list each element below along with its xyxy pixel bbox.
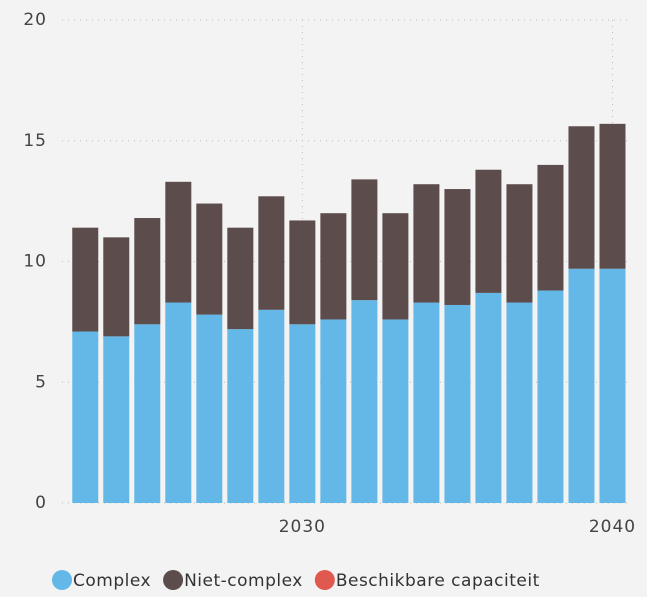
bar-segment — [289, 220, 316, 325]
bar-segment — [196, 314, 223, 503]
bar-segment — [382, 213, 409, 320]
bar-segment — [320, 319, 347, 503]
bar-segment — [134, 324, 161, 503]
legend-swatch — [163, 570, 184, 590]
bar-segment — [568, 126, 595, 269]
bar-segment — [72, 227, 99, 332]
bar-segment — [506, 302, 533, 503]
bar-segment — [258, 309, 285, 503]
x-tick-label: 2040 — [589, 517, 636, 537]
bar-segment — [599, 123, 626, 269]
bar-segment — [320, 213, 347, 320]
bar-segment — [444, 189, 471, 305]
bar-segment — [475, 292, 502, 503]
bar-segment — [103, 237, 130, 337]
bar-segment — [351, 179, 378, 301]
bar-segment — [413, 302, 440, 503]
bar-segment — [475, 169, 502, 293]
legend: Complex Niet-complex Beschikbare capacitei… — [52, 570, 540, 591]
bar-segment — [103, 336, 130, 503]
bar-segment — [165, 302, 192, 503]
bar-segment — [506, 184, 533, 303]
y-tick-label: 10 — [23, 252, 47, 272]
legend-swatch — [52, 570, 72, 590]
y-tick-label: 15 — [23, 131, 47, 151]
y-tick-label: 20 — [23, 10, 47, 30]
bar-segment — [413, 184, 440, 303]
bar-segment — [258, 196, 285, 310]
bar-segment — [568, 268, 595, 503]
bar-segment — [444, 304, 471, 503]
bar-segment — [599, 268, 626, 503]
legend-swatch — [314, 570, 335, 590]
y-tick-label: 5 — [35, 372, 47, 392]
bar-segment — [351, 300, 378, 503]
legend-label: Niet-complex — [184, 571, 303, 591]
bar-segment — [165, 181, 192, 303]
y-tick-label: 0 — [35, 493, 47, 513]
bar-segment — [72, 331, 99, 503]
bar-segment — [289, 324, 316, 503]
bar-segment — [227, 329, 254, 503]
bar-segment — [537, 164, 564, 291]
legend-label: Beschikbare capaciteit — [336, 571, 540, 591]
bar-segment — [134, 218, 161, 325]
bar-segment — [227, 227, 254, 330]
x-tick-label: 2030 — [279, 517, 326, 537]
bar-segment — [196, 203, 223, 315]
bar-segment — [382, 319, 409, 503]
legend-label: Complex — [73, 571, 151, 591]
bar-segment — [537, 290, 564, 503]
